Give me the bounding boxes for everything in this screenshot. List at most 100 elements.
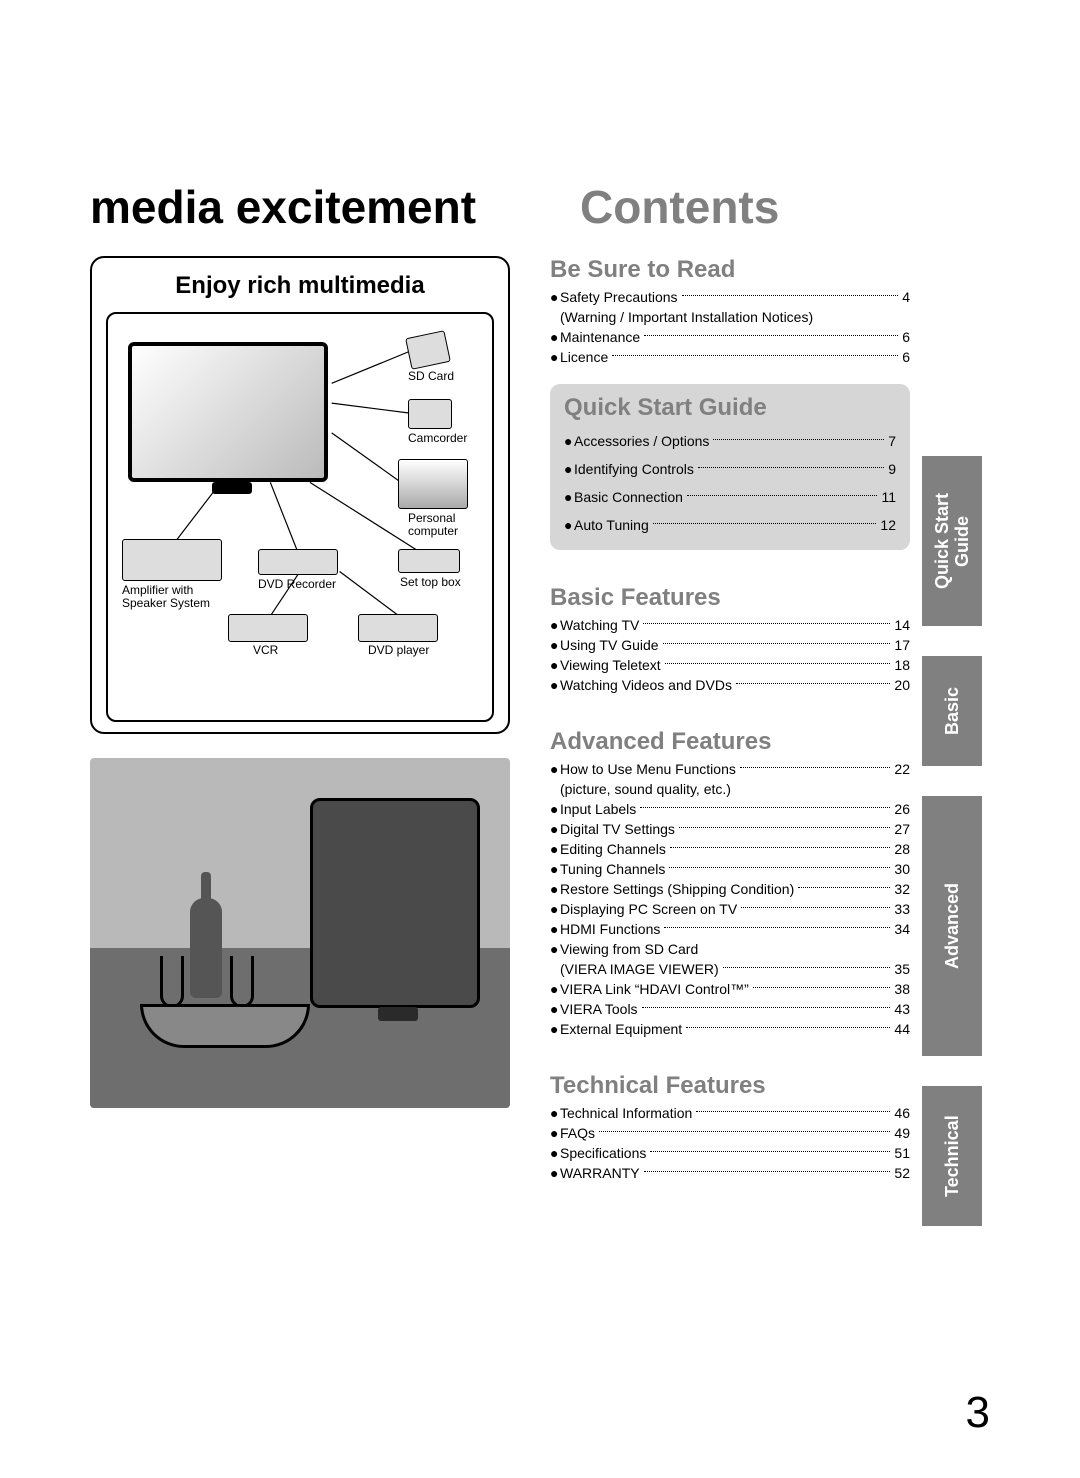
label-dvdrec: DVD Recorder xyxy=(258,578,336,591)
leader-dots xyxy=(698,467,884,468)
bullet-icon: ● xyxy=(550,880,560,898)
toc-page: 7 xyxy=(888,432,896,450)
section-title-advanced: Advanced Features xyxy=(550,728,910,756)
tv-icon xyxy=(128,342,328,482)
toc-item: ●Basic Connection11 xyxy=(564,488,896,506)
toc-item: ●Restore Settings (Shipping Condition)32 xyxy=(550,880,910,898)
bullet-icon: ● xyxy=(550,1020,560,1038)
glass-icon xyxy=(160,956,184,1008)
toc-label: HDMI Functions xyxy=(560,920,660,938)
toc-label: Auto Tuning xyxy=(574,516,649,534)
leader-dots xyxy=(599,1131,890,1132)
toc-label: VIERA Link “HDAVI Control™” xyxy=(560,980,749,998)
label-dvdplay: DVD player xyxy=(368,644,429,657)
bullet-icon: ● xyxy=(550,940,560,958)
toc-label: Displaying PC Screen on TV xyxy=(560,900,737,918)
toc-label: FAQs xyxy=(560,1124,595,1142)
vcr-icon xyxy=(228,614,308,642)
toc-item: ●How to Use Menu Functions22 xyxy=(550,760,910,778)
toc-label: How to Use Menu Functions xyxy=(560,760,736,778)
toc-label: Tuning Channels xyxy=(560,860,665,878)
leader-dots xyxy=(687,495,878,496)
multimedia-box: Enjoy rich multimedia xyxy=(90,256,510,734)
toc-page: 26 xyxy=(894,800,910,818)
toc-page: 14 xyxy=(894,616,910,634)
toc-page: 18 xyxy=(894,656,910,674)
bullet-icon: ● xyxy=(550,636,560,654)
toc-page: 6 xyxy=(902,328,910,346)
leader-dots xyxy=(736,683,890,684)
laptop-icon xyxy=(398,459,468,509)
toc-page: 20 xyxy=(894,676,910,694)
side-tab: Technical xyxy=(922,1086,982,1226)
toc-item: ●Specifications51 xyxy=(550,1144,910,1162)
label-amp: Amplifier with Speaker System xyxy=(122,584,222,610)
toc-label: Basic Connection xyxy=(574,488,683,506)
toc-label: Restore Settings (Shipping Condition) xyxy=(560,880,794,898)
bullet-icon: ● xyxy=(550,840,560,858)
bullet-icon: ● xyxy=(550,1144,560,1162)
leader-dots xyxy=(753,987,891,988)
toc-note-row: (Warning / Important Installation Notice… xyxy=(550,308,910,326)
leader-dots xyxy=(682,295,899,296)
leader-dots xyxy=(643,623,890,624)
section-title-basic: Basic Features xyxy=(550,584,910,612)
toc-item: ●Tuning Channels30 xyxy=(550,860,910,878)
bullet-icon: ● xyxy=(564,488,574,506)
section-quickstart: Quick Start Guide ● Accessories / Options 7… xyxy=(550,384,910,550)
leader-dots xyxy=(642,1007,891,1008)
toc-item: ●Viewing from SD Card xyxy=(550,940,910,958)
toc-item: ●HDMI Functions34 xyxy=(550,920,910,938)
toc-item: ●Input Labels26 xyxy=(550,800,910,818)
toc-page: 4 xyxy=(902,288,910,306)
bullet-icon: ● xyxy=(564,516,574,534)
toc-item: ●Displaying PC Screen on TV33 xyxy=(550,900,910,918)
side-tab: Advanced xyxy=(922,796,982,1056)
bowl-icon xyxy=(140,1004,310,1048)
section-title-quickstart: Quick Start Guide xyxy=(564,394,896,422)
toc-note: (picture, sound quality, etc.) xyxy=(560,780,731,798)
leader-dots xyxy=(663,643,891,644)
bottle-icon xyxy=(190,898,222,998)
bullet-icon: ● xyxy=(550,800,560,818)
toc-label: Watching TV xyxy=(560,616,639,634)
toc-page: 22 xyxy=(894,760,910,778)
toc-label: Accessories / Options xyxy=(574,432,709,450)
toc-item: ●WARRANTY52 xyxy=(550,1164,910,1182)
label-camcorder: Camcorder xyxy=(408,432,467,445)
toc-label: Maintenance xyxy=(560,328,640,346)
livingroom-illustration xyxy=(90,758,510,1108)
toc-item: ●Technical Information46 xyxy=(550,1104,910,1122)
leader-dots xyxy=(650,1151,890,1152)
bullet-icon: ● xyxy=(550,656,560,674)
toc-item: ●Maintenance6 xyxy=(550,328,910,346)
toc-item: ●VIERA Tools43 xyxy=(550,1000,910,1018)
bullet-icon: ● xyxy=(550,900,560,918)
toc-label: Viewing from SD Card xyxy=(560,940,698,958)
toc-page: 49 xyxy=(894,1124,910,1142)
toc-note: (Warning / Important Installation Notice… xyxy=(560,308,813,326)
toc-page: 43 xyxy=(894,1000,910,1018)
amplifier-icon xyxy=(122,539,222,581)
toc-page: 34 xyxy=(894,920,910,938)
section-title-besure: Be Sure to Read xyxy=(550,256,910,284)
toc-label: Using TV Guide xyxy=(560,636,659,654)
bullet-icon: ● xyxy=(550,1124,560,1142)
toc-item: ●Watching TV14 xyxy=(550,616,910,634)
leader-dots xyxy=(679,827,891,828)
toc-page: 35 xyxy=(894,960,910,978)
side-tab: Quick Start Guide xyxy=(922,456,982,626)
toc-label: WARRANTY xyxy=(560,1164,640,1182)
bullet-icon: ● xyxy=(550,980,560,998)
dvdrecorder-icon xyxy=(258,549,338,575)
leader-dots xyxy=(664,927,890,928)
toc-item: ●Safety Precautions4 xyxy=(550,288,910,306)
label-settop: Set top box xyxy=(400,576,461,589)
toc-label: Viewing Teletext xyxy=(560,656,661,674)
leader-dots xyxy=(713,439,884,440)
leader-dots xyxy=(723,967,891,968)
toc-item: ●Licence6 xyxy=(550,348,910,366)
bullet-icon: ● xyxy=(550,1164,560,1182)
toc-label: Identifying Controls xyxy=(574,460,694,478)
toc-page: 12 xyxy=(880,516,896,534)
